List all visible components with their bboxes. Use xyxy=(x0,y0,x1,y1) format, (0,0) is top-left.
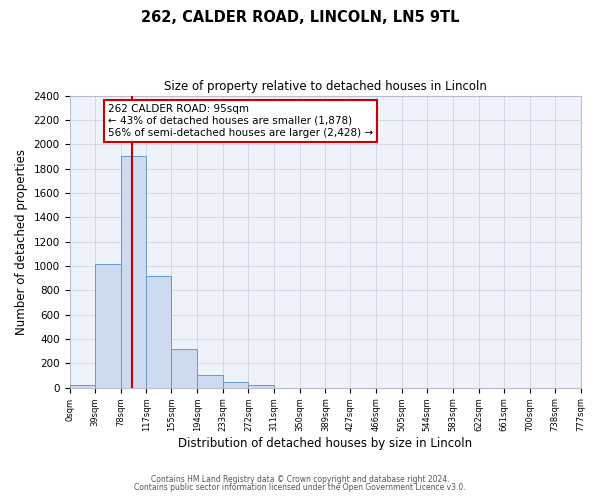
Bar xyxy=(248,386,274,388)
Bar xyxy=(121,156,146,388)
Text: Contains HM Land Registry data © Crown copyright and database right 2024.: Contains HM Land Registry data © Crown c… xyxy=(151,475,449,484)
Bar xyxy=(95,264,121,388)
Bar xyxy=(223,382,248,388)
Text: 262 CALDER ROAD: 95sqm
← 43% of detached houses are smaller (1,878)
56% of semi-: 262 CALDER ROAD: 95sqm ← 43% of detached… xyxy=(108,104,373,138)
Bar xyxy=(197,375,223,388)
Bar xyxy=(70,386,95,388)
Text: Contains public sector information licensed under the Open Government Licence v3: Contains public sector information licen… xyxy=(134,484,466,492)
Bar xyxy=(146,276,172,388)
Text: 262, CALDER ROAD, LINCOLN, LN5 9TL: 262, CALDER ROAD, LINCOLN, LN5 9TL xyxy=(141,10,459,25)
Y-axis label: Number of detached properties: Number of detached properties xyxy=(15,148,28,334)
X-axis label: Distribution of detached houses by size in Lincoln: Distribution of detached houses by size … xyxy=(178,437,472,450)
Title: Size of property relative to detached houses in Lincoln: Size of property relative to detached ho… xyxy=(164,80,487,93)
Bar xyxy=(172,349,197,388)
